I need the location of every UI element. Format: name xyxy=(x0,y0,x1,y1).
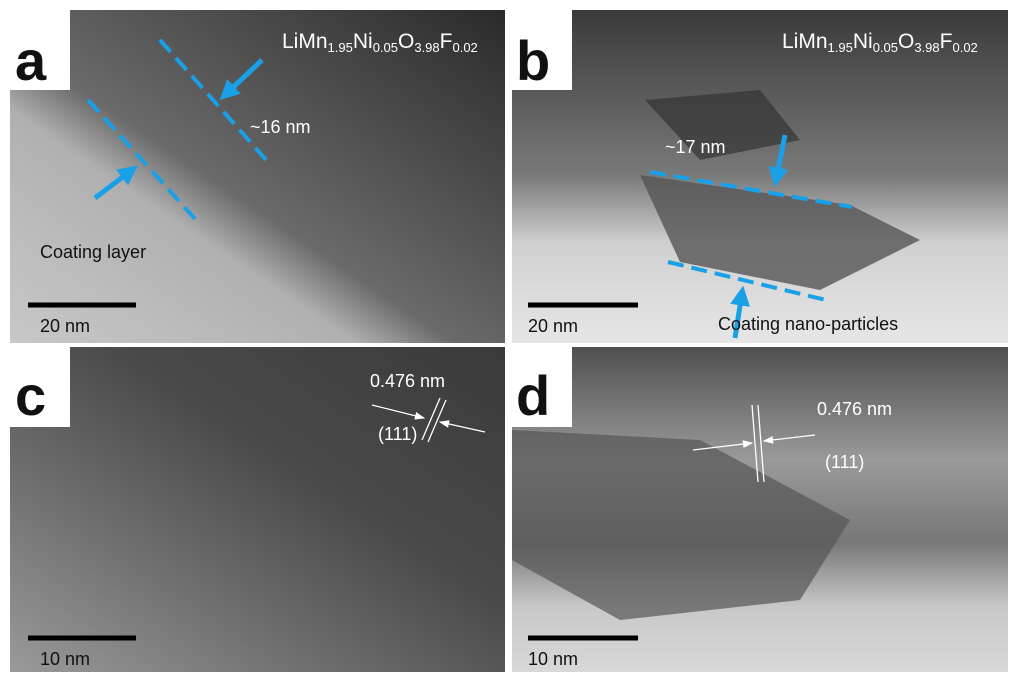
annotation: (111) xyxy=(378,424,417,444)
scale-label: 10 nm xyxy=(528,649,578,669)
panel-label: b xyxy=(516,29,550,92)
tem-image xyxy=(10,10,505,343)
tem-image xyxy=(512,10,1008,343)
scale-label: 20 nm xyxy=(40,316,90,336)
annotation: ~16 nm xyxy=(250,117,311,137)
panel-b: b LiMn1.95Ni0.05O3.98F0.02 ~17 nm Coatin… xyxy=(512,10,1008,343)
annotation: ~17 nm xyxy=(665,137,726,157)
panel-a: a LiMn1.95Ni0.05O3.98F0.02 ~16 nm Coatin… xyxy=(10,10,505,343)
annotation: 0.476 nm xyxy=(370,371,445,391)
panel-label: a xyxy=(15,29,47,92)
scale-label: 20 nm xyxy=(528,316,578,336)
figure: a LiMn1.95Ni0.05O3.98F0.02 ~16 nm Coatin… xyxy=(0,0,1011,675)
annotation: (111) xyxy=(825,452,864,472)
annotation: Coating layer xyxy=(40,242,146,262)
scale-label: 10 nm xyxy=(40,649,90,669)
tem-image xyxy=(10,347,505,672)
panel-d: d 0.476 nm (111) 10 nm xyxy=(512,347,1008,672)
annotation: Coating nano-particles xyxy=(718,314,898,334)
panel-label: c xyxy=(15,364,46,427)
annotation: 0.476 nm xyxy=(817,399,892,419)
panel-label: d xyxy=(516,364,550,427)
panel-c: c 0.476 nm (111) 10 nm xyxy=(10,347,505,672)
